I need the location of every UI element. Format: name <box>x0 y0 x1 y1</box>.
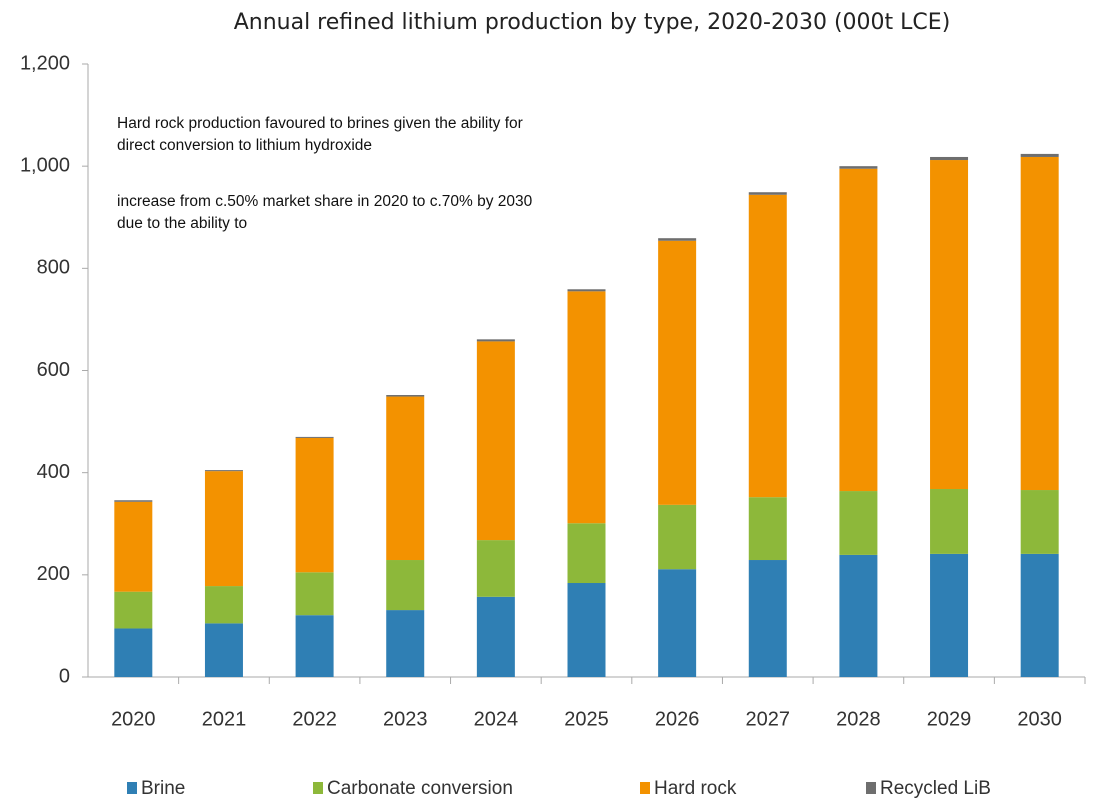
legend-label: Recycled LiB <box>880 778 991 799</box>
x-tick-label: 2027 <box>746 708 791 730</box>
bar-segment <box>930 160 969 490</box>
bar-segment <box>114 591 153 629</box>
annotation: due to the ability to <box>117 215 247 232</box>
bar-segment <box>476 339 515 342</box>
y-tick-label: 1,000 <box>20 154 70 176</box>
legend-swatch <box>640 782 650 794</box>
x-tick-label: 2023 <box>383 708 428 730</box>
x-tick-label: 2022 <box>292 708 337 730</box>
bar-segment <box>930 156 969 161</box>
bar-segment <box>386 560 425 611</box>
bar-segment <box>386 610 425 677</box>
x-tick-label: 2021 <box>202 708 247 730</box>
bar-segment <box>930 553 969 677</box>
bar-segment <box>476 540 515 597</box>
y-tick-label: 200 <box>37 563 70 585</box>
legend-label: Carbonate conversion <box>327 778 513 799</box>
bar-segment <box>204 623 243 677</box>
bar-segment <box>386 395 425 397</box>
bar-segment <box>295 437 334 573</box>
bar-segment <box>839 166 878 169</box>
bar-segment <box>658 240 697 505</box>
annotation: Hard rock production favoured to brines … <box>117 115 523 132</box>
x-tick-label: 2024 <box>474 708 519 730</box>
bar-segment <box>204 470 243 472</box>
bar-segment <box>839 168 878 492</box>
bar-segment <box>114 501 153 592</box>
chart-title: Annual refined lithium production by typ… <box>234 10 951 35</box>
x-tick-label: 2020 <box>111 708 156 730</box>
bar-segment <box>567 291 606 524</box>
legend-swatch <box>127 782 137 794</box>
bar-segment <box>295 436 334 438</box>
bar-segment <box>114 500 153 502</box>
x-tick-label: 2026 <box>655 708 700 730</box>
bar-segment <box>476 341 515 541</box>
bar-segment <box>658 504 697 570</box>
bar-segment <box>567 583 606 677</box>
bar-segment <box>204 586 243 624</box>
legend-swatch <box>313 782 323 794</box>
bar-segment <box>748 560 787 677</box>
bar-segment <box>204 471 243 587</box>
bar-segment <box>930 489 969 554</box>
x-tick-label: 2029 <box>927 708 972 730</box>
bar-segment <box>567 523 606 584</box>
x-tick-label: 2025 <box>564 708 609 730</box>
bar-segment <box>1020 490 1059 554</box>
bar-segment <box>1020 156 1059 491</box>
x-tick-label: 2028 <box>836 708 881 730</box>
y-tick-label: 600 <box>37 359 70 381</box>
bar-segment <box>748 192 787 195</box>
annotation: direct conversion to lithium hydroxide <box>117 137 372 154</box>
bar-segment <box>748 194 787 498</box>
legend-swatch <box>866 782 876 794</box>
bar-segment <box>476 596 515 677</box>
y-tick-label: 400 <box>37 461 70 483</box>
bar-segment <box>295 572 334 616</box>
bar-segment <box>839 491 878 555</box>
bar-segment <box>386 396 425 561</box>
y-tick-label: 800 <box>37 257 70 279</box>
bar-segment <box>839 554 878 677</box>
bar-segment <box>748 497 787 561</box>
y-tick-label: 0 <box>59 665 70 687</box>
bar-segment <box>1020 553 1059 677</box>
x-tick-label: 2030 <box>1017 708 1062 730</box>
bar-segment <box>1020 153 1059 157</box>
bar-segment <box>114 628 153 677</box>
y-tick-label: 1,200 <box>20 52 70 74</box>
legend-label: Hard rock <box>654 778 737 799</box>
bar-segment <box>295 615 334 677</box>
legend-label: Brine <box>141 778 185 799</box>
bar-segment <box>567 289 606 292</box>
annotation: increase from c.50% market share in 2020… <box>117 193 533 210</box>
bar-segment <box>658 569 697 677</box>
bar-segment <box>658 238 697 241</box>
